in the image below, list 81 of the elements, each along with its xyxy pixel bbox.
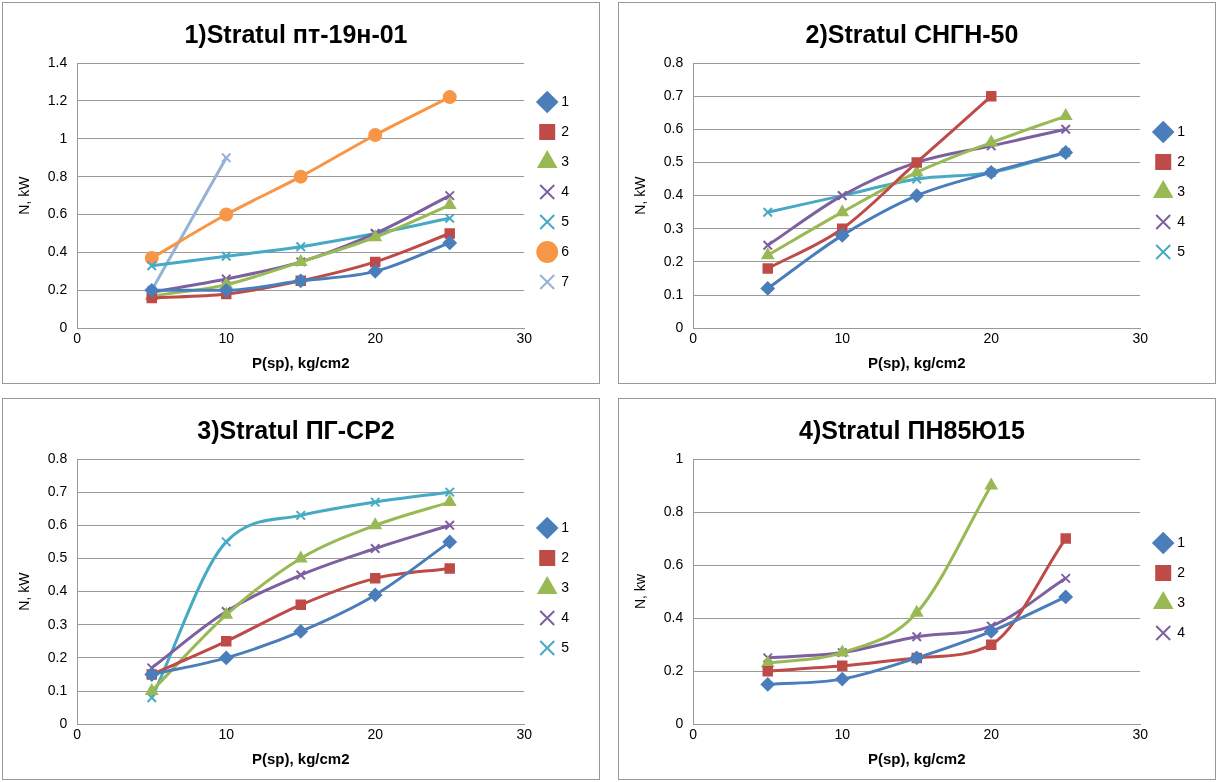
y-axis-title: N, kW [16, 571, 33, 611]
y-tick-label: 0.4 [47, 582, 68, 599]
y-tick-label: 0.4 [47, 243, 68, 260]
legend-label: 1 [561, 92, 570, 109]
y-tick-label: 0.2 [663, 662, 684, 679]
y-tick-label: 0.8 [47, 167, 68, 184]
legend-label: 5 [561, 212, 570, 229]
y-tick-label: 0 [675, 319, 684, 336]
y-tick-label: 0.4 [663, 186, 684, 203]
legend-label: 4 [1177, 623, 1186, 640]
legend-label: 2 [561, 548, 570, 565]
legend-label: 1 [1177, 122, 1186, 139]
chart-title: 1)Stratul пт-19н-01 [184, 19, 408, 48]
legend-label: 3 [1177, 593, 1186, 610]
y-tick-label: 0.6 [47, 205, 68, 222]
y-tick-label: 0.1 [663, 285, 684, 302]
y-tick-label: 0.3 [663, 219, 684, 236]
x-axis-title: P(sp), kg/cm2 [251, 750, 350, 768]
legend-label: 1 [561, 518, 570, 535]
x-tick-label: 10 [834, 726, 851, 743]
y-tick-label: 0.5 [47, 549, 68, 566]
x-tick-label: 30 [1132, 330, 1149, 347]
legend-label: 7 [561, 272, 570, 289]
x-tick-label: 20 [367, 330, 384, 347]
x-tick-label: 30 [1132, 726, 1149, 743]
chart-title: 3)Stratul ПГ-СР2 [197, 415, 395, 444]
x-tick-label: 30 [516, 726, 533, 743]
y-axis-title: N, kW [632, 175, 649, 215]
y-tick-label: 1 [675, 449, 684, 466]
legend-label: 4 [561, 182, 570, 199]
x-tick-label: 0 [73, 330, 82, 347]
y-tick-label: 0.5 [663, 153, 684, 170]
x-tick-label: 0 [689, 330, 698, 347]
chart-title: 4)Stratul ПН85Ю15 [799, 415, 1025, 444]
x-tick-label: 30 [516, 330, 533, 347]
y-tick-label: 1.2 [47, 91, 68, 108]
x-tick-label: 0 [73, 726, 82, 743]
x-tick-label: 20 [367, 726, 384, 743]
legend-label: 5 [1177, 242, 1186, 259]
y-tick-label: 0.2 [47, 281, 68, 298]
legend-label: 1 [1177, 533, 1186, 550]
x-tick-label: 10 [218, 330, 235, 347]
legend-label: 2 [561, 122, 570, 139]
y-tick-label: 0.7 [663, 87, 684, 104]
y-tick-label: 0.6 [663, 555, 684, 572]
legend-label: 6 [561, 242, 570, 259]
legend-label: 5 [561, 638, 570, 655]
legend-label: 2 [1177, 563, 1186, 580]
y-tick-label: 0.6 [663, 120, 684, 137]
y-tick-label: 0.6 [47, 516, 68, 533]
y-tick-label: 0.7 [47, 483, 68, 500]
legend-label: 4 [561, 608, 570, 625]
y-tick-label: 1 [59, 129, 68, 146]
legend-label: 3 [1177, 182, 1186, 199]
y-axis-title: N, kw [632, 573, 649, 610]
y-tick-label: 0 [59, 319, 68, 336]
legend-label: 3 [561, 152, 570, 169]
x-axis-title: P(sp), kg/cm2 [867, 354, 966, 372]
x-tick-label: 20 [983, 330, 1000, 347]
y-tick-label: 0.2 [47, 648, 68, 665]
x-axis-title: P(sp), kg/cm2 [251, 354, 350, 372]
y-tick-label: 0.8 [663, 53, 684, 70]
y-tick-label: 1.4 [47, 53, 68, 70]
y-tick-label: 0.2 [663, 252, 684, 269]
x-tick-label: 0 [689, 726, 698, 743]
legend-label: 4 [1177, 212, 1186, 229]
y-tick-label: 0.4 [663, 608, 684, 625]
x-tick-label: 10 [218, 726, 235, 743]
y-tick-label: 0 [59, 715, 68, 732]
y-tick-label: 0.1 [47, 681, 68, 698]
y-tick-label: 0.8 [47, 449, 68, 466]
y-tick-label: 0 [675, 715, 684, 732]
y-tick-label: 0.8 [663, 502, 684, 519]
x-tick-label: 10 [834, 330, 851, 347]
y-axis-title: N, kW [16, 175, 33, 215]
legend-label: 3 [561, 578, 570, 595]
x-axis-title: P(sp), kg/cm2 [867, 750, 966, 768]
x-tick-label: 20 [983, 726, 1000, 743]
chart-title: 2)Stratul СНГН-50 [805, 19, 1019, 48]
y-tick-label: 0.3 [47, 615, 68, 632]
legend-label: 2 [1177, 152, 1186, 169]
